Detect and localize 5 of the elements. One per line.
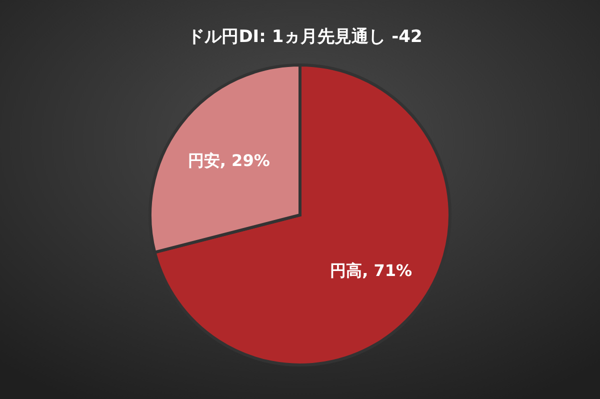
slice-label: 円高	[330, 261, 362, 280]
slice-label: 円安	[188, 150, 220, 170]
data-label: , 71%	[362, 261, 412, 280]
data-label: , 29%	[220, 150, 270, 170]
chart-title: ドル円DI: 1ヵ月先見通し -42	[188, 27, 422, 47]
